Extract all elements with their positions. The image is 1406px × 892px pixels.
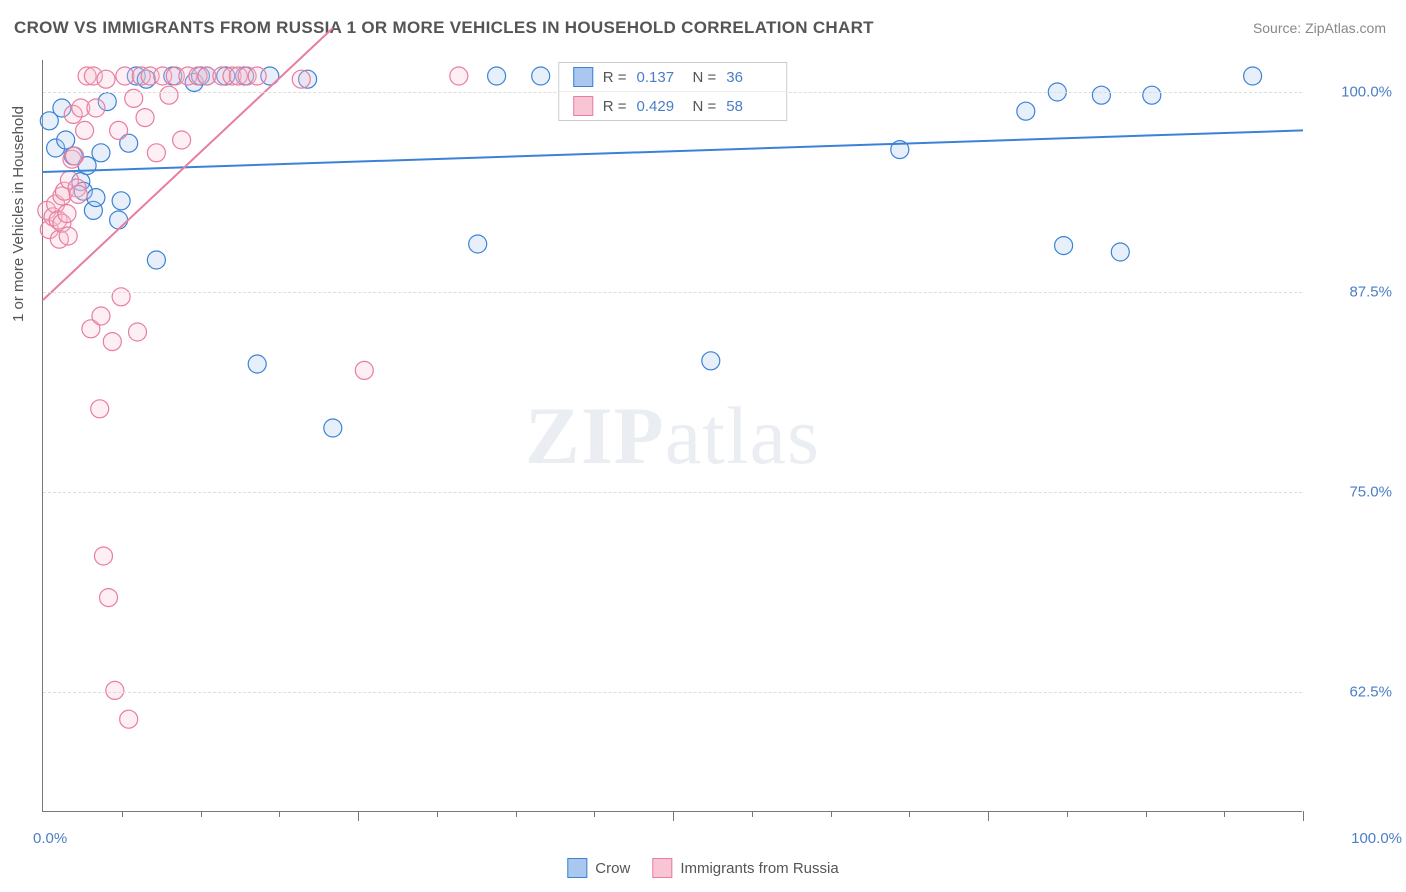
data-point: [248, 355, 266, 373]
data-point: [103, 333, 121, 351]
legend-item-crow: Crow: [567, 858, 630, 878]
data-point: [488, 67, 506, 85]
chart-title: CROW VS IMMIGRANTS FROM RUSSIA 1 OR MORE…: [14, 18, 874, 38]
chart-plot-area: ZIPatlas R = 0.137 N = 36 R = 0.429 N = …: [42, 60, 1302, 812]
data-point: [1017, 102, 1035, 120]
data-point: [1111, 243, 1129, 261]
data-point: [110, 211, 128, 229]
data-point: [94, 547, 112, 565]
swatch-crow: [573, 67, 593, 87]
n-label: N =: [693, 69, 717, 86]
data-point: [129, 323, 147, 341]
data-point: [355, 361, 373, 379]
r-label: R =: [603, 98, 627, 115]
data-point: [702, 352, 720, 370]
x-tick-min: 0.0%: [33, 830, 67, 847]
data-point: [76, 121, 94, 139]
data-point: [112, 288, 130, 306]
data-point: [112, 192, 130, 210]
data-point: [116, 67, 134, 85]
data-point: [120, 710, 138, 728]
data-point: [92, 307, 110, 325]
data-point: [91, 400, 109, 418]
series-legend: Crow Immigrants from Russia: [567, 858, 838, 878]
y-tick-label: 87.5%: [1312, 284, 1392, 301]
r-value-crow: 0.137: [637, 69, 683, 86]
data-point: [92, 144, 110, 162]
data-point: [106, 681, 124, 699]
data-point: [248, 67, 266, 85]
y-tick-label: 100.0%: [1312, 84, 1392, 101]
data-point: [147, 251, 165, 269]
data-point: [87, 189, 105, 207]
swatch-russia: [573, 96, 593, 116]
data-point: [292, 70, 310, 88]
data-point: [324, 419, 342, 437]
n-value-crow: 36: [726, 69, 772, 86]
correlation-legend: R = 0.137 N = 36 R = 0.429 N = 58: [558, 62, 788, 121]
legend-label-russia: Immigrants from Russia: [680, 860, 838, 877]
data-point: [110, 121, 128, 139]
source-label: Source: ZipAtlas.com: [1253, 20, 1386, 36]
data-point: [1092, 86, 1110, 104]
data-point: [87, 99, 105, 117]
legend-item-russia: Immigrants from Russia: [652, 858, 838, 878]
legend-row-russia: R = 0.429 N = 58: [559, 91, 787, 120]
data-point: [66, 147, 84, 165]
legend-row-crow: R = 0.137 N = 36: [559, 63, 787, 91]
data-point: [1143, 86, 1161, 104]
y-tick-label: 75.0%: [1312, 484, 1392, 501]
data-point: [58, 205, 76, 223]
scatter-svg: [43, 60, 1302, 811]
data-point: [100, 589, 118, 607]
trend-line: [43, 130, 1303, 172]
n-value-russia: 58: [726, 98, 772, 115]
legend-label-crow: Crow: [595, 860, 630, 877]
data-point: [160, 86, 178, 104]
data-point: [450, 67, 468, 85]
data-point: [136, 109, 154, 127]
data-point: [59, 227, 77, 245]
x-tick-max: 100.0%: [1312, 830, 1402, 847]
data-point: [69, 185, 87, 203]
y-axis-label: 1 or more Vehicles in Household: [10, 106, 27, 322]
data-point: [1055, 237, 1073, 255]
data-point: [147, 144, 165, 162]
data-point: [97, 70, 115, 88]
data-point: [57, 131, 75, 149]
r-value-russia: 0.429: [637, 98, 683, 115]
swatch-crow-icon: [567, 858, 587, 878]
n-label: N =: [693, 98, 717, 115]
r-label: R =: [603, 69, 627, 86]
data-point: [173, 131, 191, 149]
data-point: [532, 67, 550, 85]
y-tick-label: 62.5%: [1312, 684, 1392, 701]
data-point: [1244, 67, 1262, 85]
swatch-russia-icon: [652, 858, 672, 878]
data-point: [469, 235, 487, 253]
